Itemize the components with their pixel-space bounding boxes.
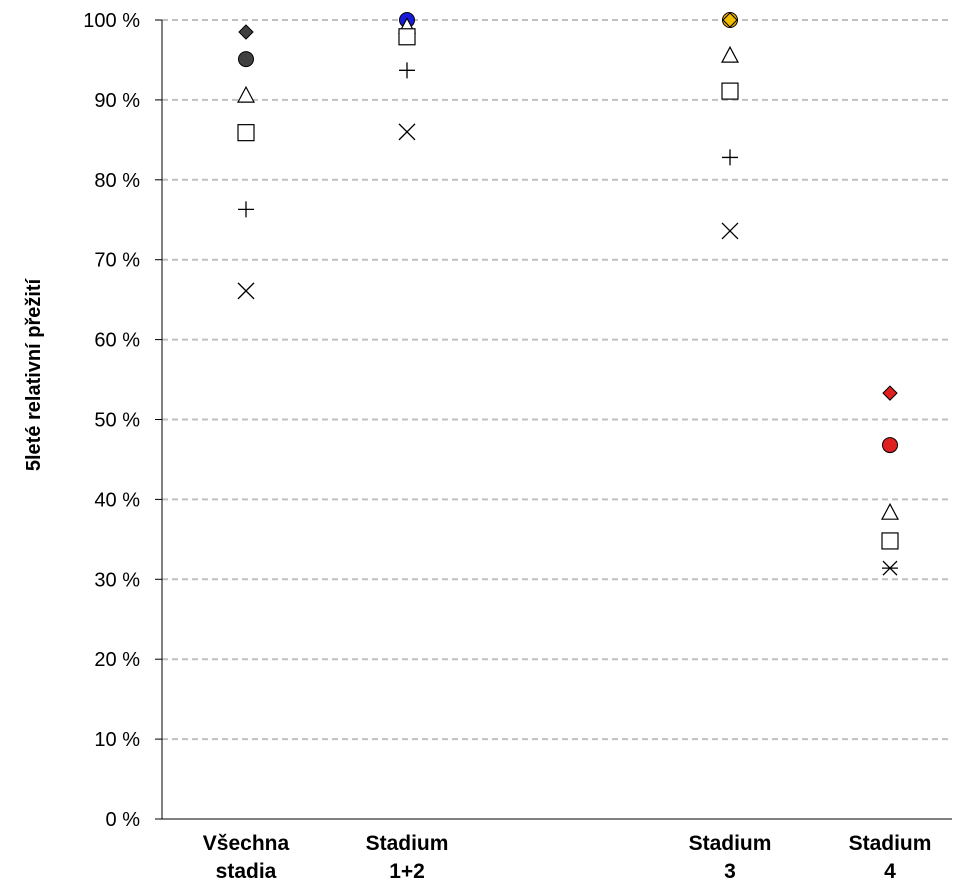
square-marker <box>721 82 739 100</box>
y-tick-label: 30 % <box>94 569 140 591</box>
y-tick-label: 80 % <box>94 170 140 192</box>
diamond-marker <box>238 24 254 40</box>
y-tick-label: 20 % <box>94 649 140 671</box>
x-category-label: Stadium <box>849 832 932 855</box>
y-tick-label: 70 % <box>94 250 140 272</box>
gridlines <box>155 19 952 820</box>
y-tick-label: 100 % <box>83 10 140 32</box>
y-tick-label: 50 % <box>94 410 140 432</box>
triangle-marker <box>881 502 899 520</box>
data-markers <box>237 12 899 576</box>
diamond-marker <box>882 385 898 401</box>
square-marker <box>398 28 416 46</box>
square-marker <box>237 124 255 142</box>
x-category-labels: Všechna stadia Stadium 1+2 Stadium 3 Stadium 4 <box>203 832 932 883</box>
x-category-label: 4 <box>884 860 896 883</box>
x-marker <box>237 282 255 300</box>
circle-marker <box>238 51 254 68</box>
y-tick-label: 40 % <box>94 489 140 511</box>
square-marker <box>881 532 899 550</box>
x-category-label: 1+2 <box>389 860 425 883</box>
x-marker <box>398 123 416 141</box>
x-category-label: stadia <box>216 860 277 883</box>
y-tick-label: 0 % <box>106 809 141 831</box>
y-tick-label: 10 % <box>94 729 140 751</box>
circle-marker <box>882 437 898 454</box>
y-tick-labels: 0 % 10 % 20 % 30 % 40 % 50 % 60 % 70 % 80 % 90 % 1… <box>83 10 140 831</box>
triangle-marker <box>237 85 255 103</box>
diamond-marker <box>722 12 738 28</box>
x-category-label: Všechna <box>203 832 290 855</box>
plus-marker <box>722 149 738 166</box>
y-tick-label: 60 % <box>94 330 140 352</box>
y-tick-label: 90 % <box>94 90 140 112</box>
triangle-marker <box>721 45 739 63</box>
plus-marker <box>238 201 254 218</box>
x-category-label: 3 <box>724 860 736 883</box>
plus-marker <box>399 62 415 79</box>
y-axis-label: 5leté relativní přežití <box>23 277 45 471</box>
x-category-label: Stadium <box>366 832 449 855</box>
star-marker <box>882 560 898 576</box>
axes <box>161 20 952 820</box>
x-category-label: Stadium <box>689 832 772 855</box>
x-marker <box>721 222 739 240</box>
